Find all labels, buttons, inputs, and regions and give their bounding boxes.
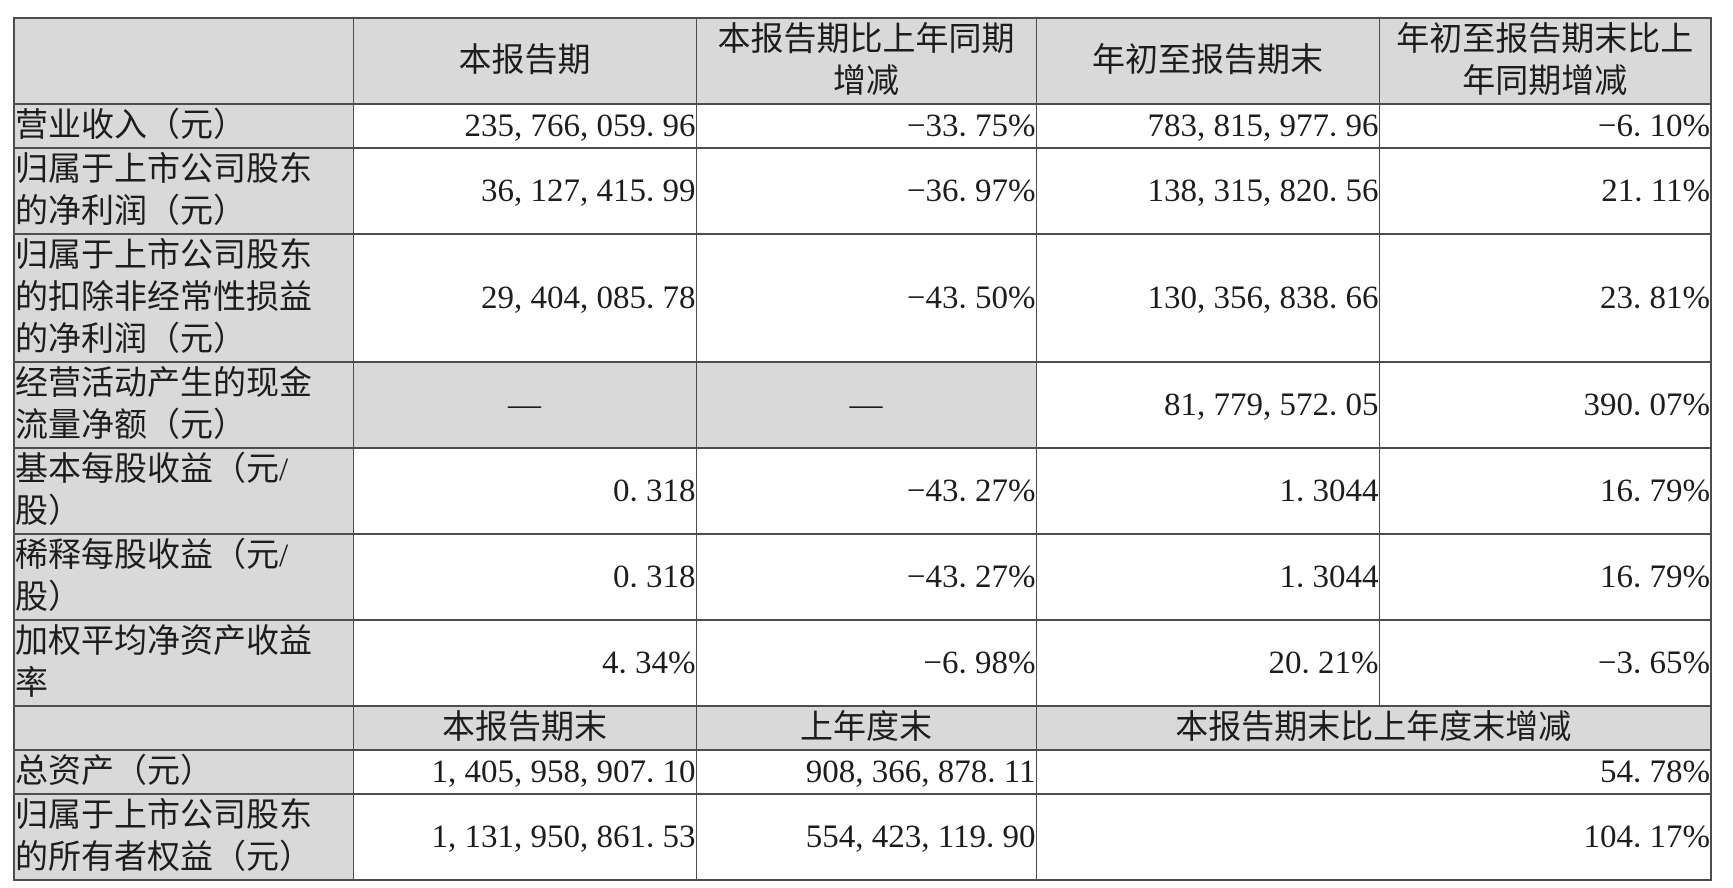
- value-cell: 81, 779, 572. 05: [1035, 361, 1380, 449]
- header-row-period: 本报告期 本报告期比上年同期 增减 年初至报告期末 年初至报告期末比上 年同期增…: [13, 17, 1712, 105]
- table-row-revenue: 营业收入（元） 235, 766, 059. 96 −33. 75% 783, …: [13, 103, 1712, 149]
- value-cell: 23. 81%: [1378, 233, 1712, 363]
- value-cell: 130, 356, 838. 66: [1035, 233, 1380, 363]
- row-label-cell: 稀释每股收益（元/ 股）: [13, 533, 354, 621]
- value-cell: 1, 405, 958, 907. 10: [352, 749, 697, 795]
- table-row-total-assets: 总资产（元） 1, 405, 958, 907. 10 908, 366, 87…: [13, 749, 1712, 795]
- table-row-net-profit: 归属于上市公司股东 的净利润（元） 36, 127, 415. 99 −36. …: [13, 147, 1712, 235]
- value-cell: −6. 10%: [1378, 103, 1712, 149]
- value-cell: 4. 34%: [352, 619, 697, 707]
- header-corner-cell: [13, 17, 354, 105]
- value-cell: 1, 131, 950, 861. 53: [352, 793, 697, 881]
- header-current-period-change: 本报告期比上年同期 增减: [695, 17, 1037, 105]
- value-cell: 390. 07%: [1378, 361, 1712, 449]
- table-row-owners-equity: 归属于上市公司股东 的所有者权益（元） 1, 131, 950, 861. 53…: [13, 793, 1712, 881]
- empty-dash-cell: —: [695, 361, 1037, 449]
- value-cell: 104. 17%: [1035, 793, 1712, 881]
- row-label-cell: 营业收入（元）: [13, 103, 354, 149]
- value-cell: 36, 127, 415. 99: [352, 147, 697, 235]
- header-ytd: 年初至报告期末: [1035, 17, 1380, 105]
- value-cell: 0. 318: [352, 533, 697, 621]
- table-row-net-profit-excl-nonrecurring: 归属于上市公司股东 的扣除非经常性损益 的净利润（元） 29, 404, 085…: [13, 233, 1712, 363]
- header-current-period: 本报告期: [352, 17, 697, 105]
- table-row-weighted-avg-roe: 加权平均净资产收益 率 4. 34% −6. 98% 20. 21% −3. 6…: [13, 619, 1712, 707]
- row-label-cell: 经营活动产生的现金 流量净额（元）: [13, 361, 354, 449]
- value-cell: 20. 21%: [1035, 619, 1380, 707]
- header-end-of-prev-year: 上年度末: [695, 705, 1037, 751]
- value-cell: 1. 3044: [1035, 533, 1380, 621]
- value-cell: 16. 79%: [1378, 447, 1712, 535]
- value-cell: −43. 27%: [695, 533, 1037, 621]
- table-row-basic-eps: 基本每股收益（元/ 股） 0. 318 −43. 27% 1. 3044 16.…: [13, 447, 1712, 535]
- row-label-cell: 归属于上市公司股东 的扣除非经常性损益 的净利润（元）: [13, 233, 354, 363]
- value-cell: −43. 27%: [695, 447, 1037, 535]
- value-cell: −6. 98%: [695, 619, 1037, 707]
- header-ytd-change: 年初至报告期末比上 年同期增减: [1378, 17, 1712, 105]
- header-end-of-period: 本报告期末: [352, 705, 697, 751]
- row-label-cell: 总资产（元）: [13, 749, 354, 795]
- table-row-diluted-eps: 稀释每股收益（元/ 股） 0. 318 −43. 27% 1. 3044 16.…: [13, 533, 1712, 621]
- value-cell: −3. 65%: [1378, 619, 1712, 707]
- value-cell: 783, 815, 977. 96: [1035, 103, 1380, 149]
- value-cell: 138, 315, 820. 56: [1035, 147, 1380, 235]
- value-cell: 29, 404, 085. 78: [352, 233, 697, 363]
- empty-dash-cell: —: [352, 361, 697, 449]
- row-label-cell: 加权平均净资产收益 率: [13, 619, 354, 707]
- header-end-vs-prev-year-change: 本报告期末比上年度末增减: [1035, 705, 1712, 751]
- value-cell: 21. 11%: [1378, 147, 1712, 235]
- value-cell: 54. 78%: [1035, 749, 1712, 795]
- value-cell: 1. 3044: [1035, 447, 1380, 535]
- row-label-cell: 归属于上市公司股东 的所有者权益（元）: [13, 793, 354, 881]
- value-cell: 554, 423, 119. 90: [695, 793, 1037, 881]
- value-cell: 16. 79%: [1378, 533, 1712, 621]
- header-corner-cell: [13, 705, 354, 751]
- table-row-operating-cash-flow: 经营活动产生的现金 流量净额（元） — — 81, 779, 572. 05 3…: [13, 361, 1712, 449]
- financial-summary-table: 本报告期 本报告期比上年同期 增减 年初至报告期末 年初至报告期末比上 年同期增…: [13, 17, 1712, 881]
- value-cell: 235, 766, 059. 96: [352, 103, 697, 149]
- value-cell: 908, 366, 878. 11: [695, 749, 1037, 795]
- row-label-cell: 基本每股收益（元/ 股）: [13, 447, 354, 535]
- value-cell: −36. 97%: [695, 147, 1037, 235]
- value-cell: −33. 75%: [695, 103, 1037, 149]
- value-cell: −43. 50%: [695, 233, 1037, 363]
- header-row-balance: 本报告期末 上年度末 本报告期末比上年度末增减: [13, 705, 1712, 751]
- row-label-cell: 归属于上市公司股东 的净利润（元）: [13, 147, 354, 235]
- value-cell: 0. 318: [352, 447, 697, 535]
